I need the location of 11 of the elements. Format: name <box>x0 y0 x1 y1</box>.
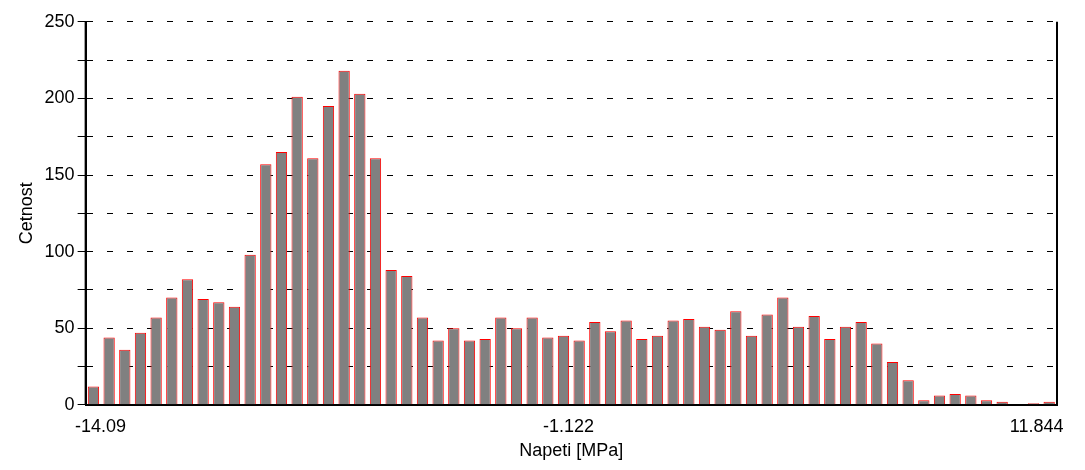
x-tick-label: 11.844 <box>1009 415 1064 436</box>
y-tick-label: 0 <box>64 393 75 414</box>
x-tick-label: -14.09 <box>74 415 126 436</box>
x-axis-title: Napeti [MPa] <box>519 440 624 461</box>
y-tick-label: 50 <box>54 317 75 338</box>
y-tick-label: 250 <box>44 10 75 31</box>
y-tick-label: 200 <box>44 87 75 108</box>
x-tick-label: -1.122 <box>543 415 595 436</box>
y-axis-title: Cetnost <box>15 182 36 245</box>
y-tick-label: 100 <box>44 240 75 261</box>
y-tick-label: 150 <box>44 163 75 184</box>
